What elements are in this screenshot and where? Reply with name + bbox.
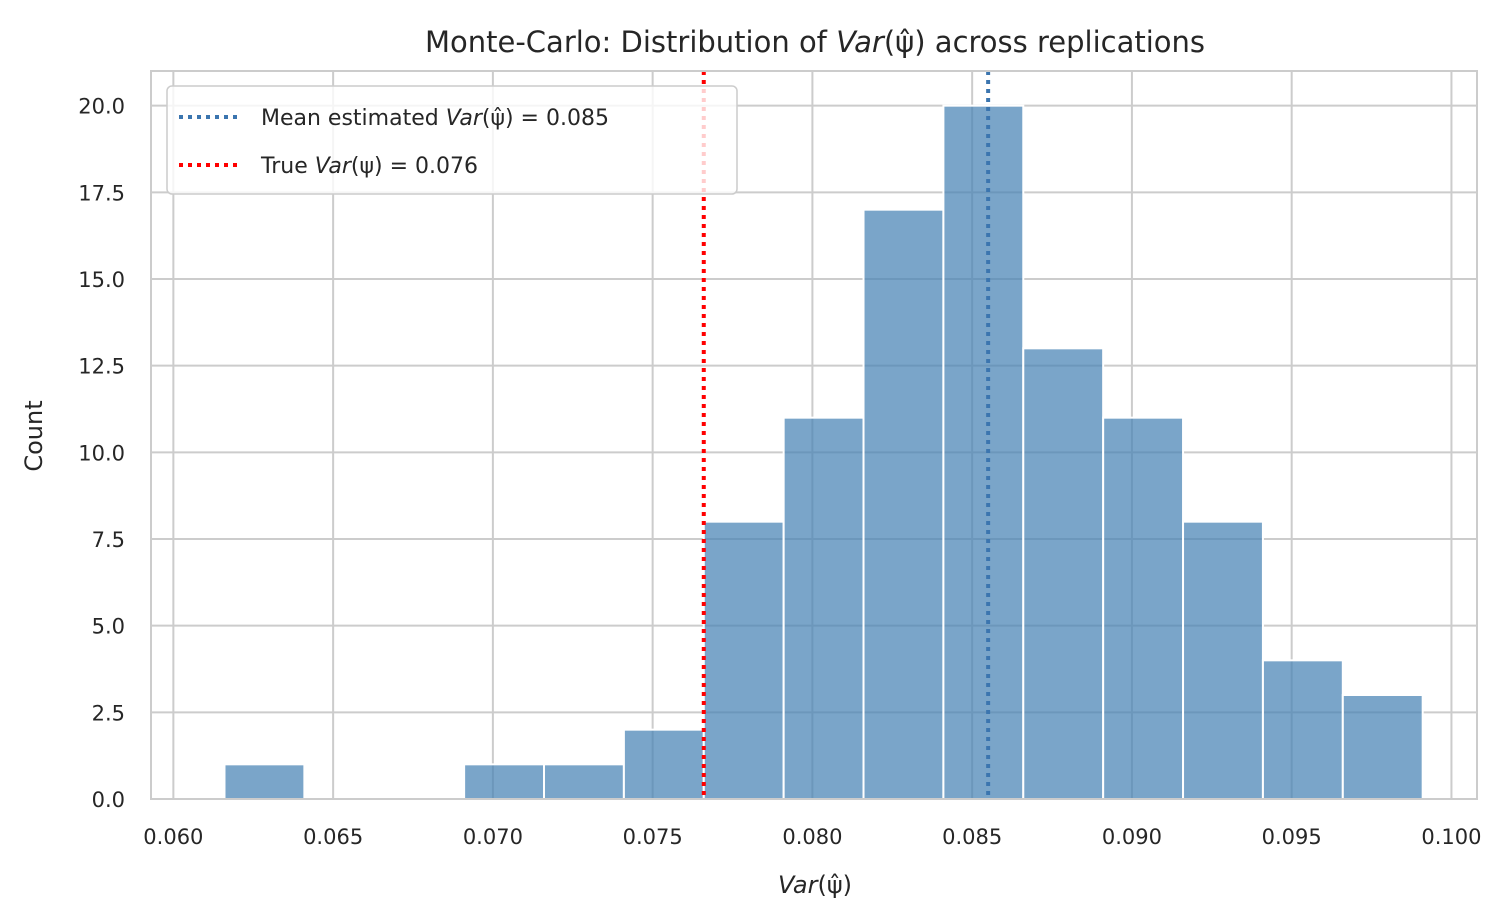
histogram-bar [543,763,625,800]
histogram-bar [1261,659,1344,800]
legend: Mean estimated Var(ψ̂) = 0.085 True Var(… [166,85,738,195]
histogram-bar [1022,347,1105,800]
x-tick-label: 0.075 [623,825,683,849]
plot-frame [150,70,1478,800]
y-tick-label: 12.5 [78,355,125,379]
x-tick-label: 0.095 [1262,825,1322,849]
histogram-bar [702,520,785,801]
y-tick-label: 10.0 [78,441,125,465]
chart-title: Monte-Carlo: Distribution of Var(ψ̂) acr… [425,25,1205,59]
y-axis-label: Count [20,400,48,471]
y-tick-label: 5.0 [92,615,125,639]
x-tick-label: 0.060 [143,825,203,849]
x-tick-label: 0.070 [463,825,523,849]
histogram-bar [622,728,705,801]
histogram-bar [1341,694,1424,800]
y-tick-label: 17.5 [78,181,125,205]
y-tick-label: 0.0 [92,788,125,812]
x-tick-labels: 0.060 0.065 0.070 0.075 0.080 0.085 0.090 0.095… [143,825,1481,849]
legend-label-true: True Var(ψ) = 0.076 [260,154,478,179]
x-axis-label: Var(ψ̂) [778,871,852,899]
x-tick-label: 0.085 [942,825,1002,849]
histogram-bar [463,763,546,800]
legend-label-mean: Mean estimated Var(ψ̂) = 0.085 [261,106,609,131]
histogram-bar [862,208,945,800]
x-tick-label: 0.090 [1102,825,1162,849]
y-tick-label: 7.5 [92,528,125,552]
y-tick-labels: 0.0 2.5 5.0 7.5 10.0 12.5 15.0 17.5 20.0 [78,95,125,812]
histogram-bar [1102,416,1185,800]
y-tick-label: 2.5 [92,701,125,725]
histogram-bar [942,104,1025,800]
x-tick-label: 0.080 [782,825,842,849]
legend-box [166,85,738,195]
x-tick-label: 0.100 [1421,825,1481,849]
reference-lines [701,71,991,799]
histogram-bar [782,416,865,800]
y-tick-label: 20.0 [78,95,125,119]
y-tick-label: 15.0 [78,268,125,292]
histogram-bar [223,763,306,800]
histogram-bars [223,104,1424,801]
x-tick-label: 0.065 [303,825,363,849]
histogram-bar [1182,520,1264,801]
